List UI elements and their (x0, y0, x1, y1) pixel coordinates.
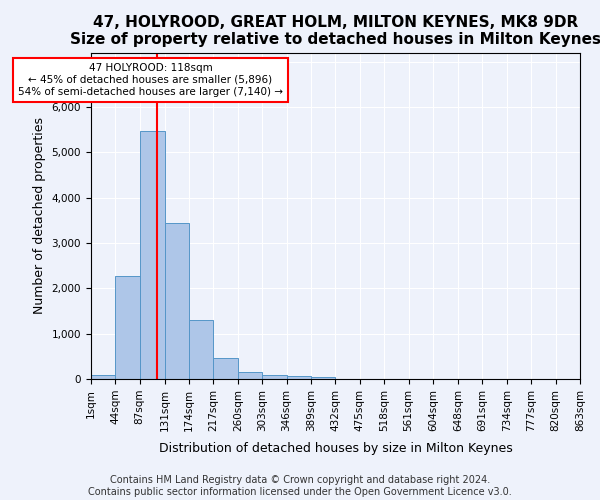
Bar (164, 223, 189, 379)
Bar (262, 374, 287, 379)
Bar (140, 130, 164, 379)
Bar (115, 276, 140, 379)
Bar (238, 372, 262, 379)
Text: 47 HOLYROOD: 118sqm
← 45% of detached houses are smaller (5,896)
54% of semi-det: 47 HOLYROOD: 118sqm ← 45% of detached ho… (18, 64, 283, 96)
Y-axis label: Number of detached properties: Number of detached properties (33, 118, 46, 314)
Title: 47, HOLYROOD, GREAT HOLM, MILTON KEYNES, MK8 9DR
Size of property relative to de: 47, HOLYROOD, GREAT HOLM, MILTON KEYNES,… (70, 15, 600, 48)
Bar (189, 320, 214, 379)
Bar (214, 358, 238, 379)
Bar (91, 376, 115, 379)
X-axis label: Distribution of detached houses by size in Milton Keynes: Distribution of detached houses by size … (158, 442, 512, 455)
Bar (311, 377, 335, 379)
Bar (287, 376, 311, 379)
Text: Contains HM Land Registry data © Crown copyright and database right 2024.
Contai: Contains HM Land Registry data © Crown c… (88, 476, 512, 497)
